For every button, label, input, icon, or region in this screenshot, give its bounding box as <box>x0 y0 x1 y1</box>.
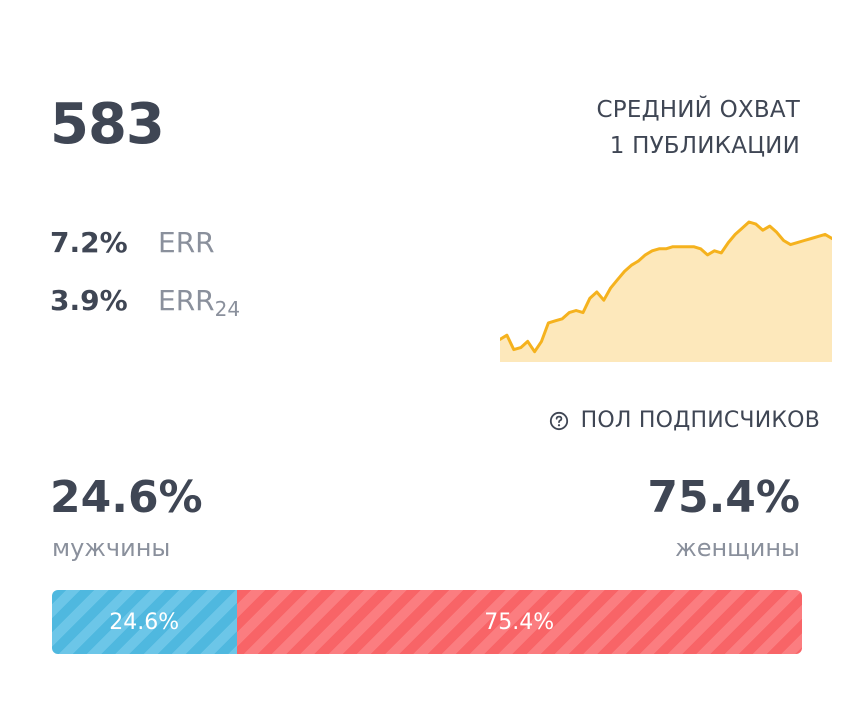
err-value: 7.2% <box>50 226 128 259</box>
male-segment-label: 24.6% <box>109 609 180 635</box>
average-reach-value: 583 <box>50 92 165 157</box>
male-label: мужчины <box>52 534 171 562</box>
female-segment-label: 75.4% <box>484 609 555 635</box>
subscriber-gender-title: ПОЛ ПОДПИСЧИКОВ <box>549 408 820 433</box>
female-label: женщины <box>675 534 800 562</box>
err-row: 7.2% ERR <box>50 226 215 266</box>
subscriber-gender-title-text: ПОЛ ПОДПИСЧИКОВ <box>580 408 820 433</box>
reach-sparkline <box>500 220 832 362</box>
female-percentage: 75.4% <box>647 472 800 523</box>
average-reach-label-line2: 1 ПУБЛИКАЦИИ <box>609 133 800 159</box>
sparkline-area <box>500 222 832 362</box>
err24-row: 3.9% ERR24 <box>50 284 240 324</box>
err-label: ERR <box>158 226 215 259</box>
help-icon[interactable] <box>549 411 569 431</box>
err24-label-wrap: ERR24 <box>158 284 240 321</box>
err24-label: ERR <box>158 284 215 317</box>
err24-subscript: 24 <box>214 297 241 321</box>
average-reach-label-line1: СРЕДНИЙ ОХВАТ <box>596 97 800 123</box>
sparkline-line <box>500 220 832 354</box>
err24-value: 3.9% <box>50 284 128 317</box>
female-segment: 75.4% <box>236 590 802 654</box>
male-percentage: 24.6% <box>50 472 203 523</box>
male-segment: 24.6% <box>52 590 237 654</box>
gender-split-bar: 24.6% 75.4% <box>52 590 802 654</box>
average-reach-label: СРЕДНИЙ ОХВАТ 1 ПУБЛИКАЦИИ <box>597 92 800 164</box>
